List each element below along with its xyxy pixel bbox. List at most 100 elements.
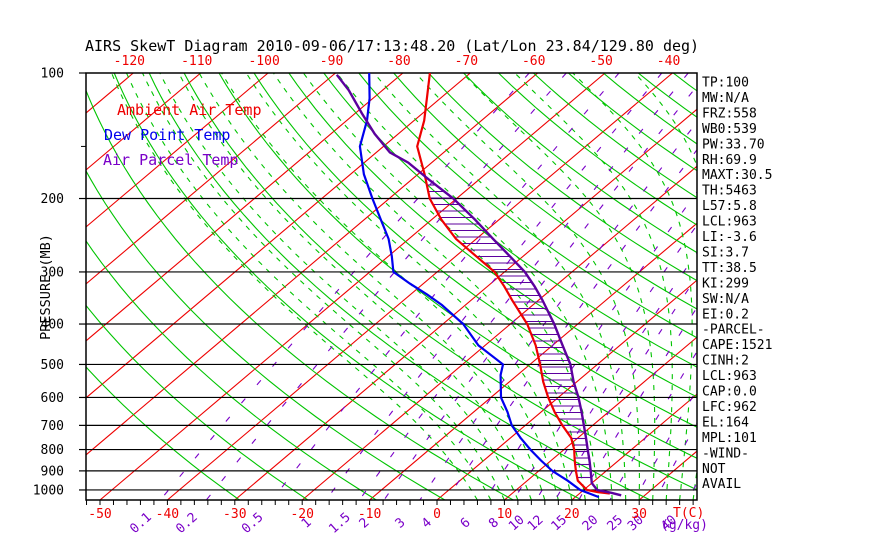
stat-line: MAXT:30.5	[702, 168, 772, 183]
stats-panel: TP:100MW:N/AFRZ:558WB0:539PW:33.70RH:69.…	[702, 76, 772, 493]
stat-line: SW:N/A	[702, 292, 749, 307]
stat-line: LCL:963	[702, 369, 757, 384]
isotherm-line	[167, 73, 673, 500]
moist-adiabat-line	[302, 73, 600, 500]
top-temp-label: -100	[248, 54, 279, 69]
isotherm-line	[504, 336, 697, 500]
moist-adiabat-line	[415, 73, 640, 500]
plot-title: AIRS SkewT Diagram 2010-09-06/17:13:48.2…	[85, 37, 699, 55]
bottom-temp-label: -30	[223, 507, 246, 522]
air-parcel-temp-curve	[335, 74, 622, 497]
isotherm-line	[571, 393, 697, 500]
dew-point-temp-curve	[358, 73, 600, 499]
pressure-tick-label: 600	[41, 391, 64, 406]
top-temp-label: -70	[455, 54, 478, 69]
x-axis-unit-label: T(C)	[673, 506, 704, 521]
stat-line: CAP:0.0	[702, 385, 757, 400]
stat-line: SI:3.7	[702, 245, 749, 260]
top-temp-label: -120	[114, 54, 145, 69]
dry-adiabat-line	[183, 73, 697, 491]
top-temp-label: -40	[657, 54, 680, 69]
dry-adiabat-line	[253, 73, 697, 428]
dry-adiabat-line	[148, 73, 651, 500]
stat-line: LI:-3.6	[702, 230, 757, 245]
legend-ambient-air-temp: Ambient Air Temp	[117, 101, 262, 119]
moist-adiabat-line	[221, 73, 559, 500]
bottom-temp-label: 0	[433, 507, 441, 522]
isotherm-line	[86, 73, 404, 342]
moist-adiabat-line	[198, 73, 546, 500]
isotherm-line	[86, 73, 269, 228]
stat-line: WB0:539	[702, 122, 757, 137]
top-temp-label: -110	[181, 54, 212, 69]
stat-line: NOT	[702, 462, 726, 477]
mixing-ratio-label: 3	[393, 515, 409, 531]
moist-adiabat-line	[125, 73, 492, 500]
dry-adiabat-line	[533, 73, 697, 199]
isotherms	[86, 73, 697, 500]
mixing-ratio-line	[445, 148, 697, 500]
dry-adiabat-line	[86, 89, 514, 500]
frame-rect	[85, 72, 698, 501]
isotherm-line	[301, 165, 697, 500]
mixing-ratio-lines	[159, 73, 697, 500]
moist-adiabat-line	[336, 73, 613, 500]
mixing-ratio-label: 0.1	[127, 510, 154, 537]
moist-adiabat-line	[245, 73, 573, 500]
mixing-ratio-line	[358, 73, 689, 500]
top-temp-label: -50	[589, 54, 612, 69]
mixing-ratio-unit-label: (g/kg)	[661, 518, 708, 533]
dry-adiabat-line	[358, 73, 697, 339]
stat-line: AVAIL	[702, 477, 741, 492]
pressure-tick-labels: 100 200 300 400 500 600 700 800 900 1000	[33, 67, 86, 498]
stat-line: L57:5.8	[702, 199, 757, 214]
isotherm-line	[436, 279, 697, 500]
bottom-temp-label: 30	[631, 507, 647, 522]
stat-line: -WIND-	[702, 446, 749, 461]
moist-adiabat-line	[111, 73, 478, 500]
pressure-tick-label: 400	[41, 318, 64, 333]
isobars	[86, 197, 697, 491]
moist-adiabat-line	[178, 73, 532, 500]
moist-adiabat-line	[159, 73, 519, 500]
bottom-temp-label: 10	[497, 507, 513, 522]
plot-frame	[85, 72, 698, 501]
bottom-temp-label: -50	[88, 507, 111, 522]
isotherm-line	[86, 73, 202, 171]
moist-adiabat-line	[373, 73, 627, 500]
sounding-curves	[335, 73, 622, 499]
mixing-ratio-line	[513, 224, 697, 500]
moist-adiabat-line	[272, 73, 586, 500]
stat-line: CAPE:1521	[702, 338, 772, 353]
pressure-tick-label: 1000	[33, 483, 64, 498]
dry-adiabat-line	[498, 73, 697, 226]
bottom-temp-label: -10	[358, 507, 381, 522]
legend-air-parcel-temp: Air Parcel Temp	[103, 151, 238, 169]
ambient-air-temp-curve	[416, 73, 610, 495]
dry-adiabat-line	[568, 73, 697, 172]
dry-adiabat-line	[86, 304, 309, 500]
pressure-tick-label: 700	[41, 419, 64, 434]
isotherm-line	[369, 222, 697, 500]
bottom-temp-label: -40	[156, 507, 179, 522]
stat-line: LFC:962	[702, 400, 757, 415]
isotherm-line	[99, 73, 606, 500]
stat-line: CINH:2	[702, 354, 749, 369]
y-axis-title: PRESSURE (MB)	[38, 234, 54, 340]
legend-dew-point-temp: Dew Point Temp	[104, 126, 230, 144]
temp-labels: -120 -110 -100 -90 -80 -70 -60 -50 -40-50 -40 -30-…	[88, 54, 680, 522]
stat-line: -PARCEL-	[702, 323, 765, 338]
pressure-tick-label: 900	[41, 464, 64, 479]
moist-adiabats	[111, 73, 697, 500]
stat-line: FRZ:558	[702, 106, 757, 121]
dry-adiabat-line	[86, 169, 446, 500]
dry-adiabat-line	[288, 73, 697, 398]
mixing-ratio-label: 20	[580, 513, 602, 535]
pressure-tick-label: 200	[41, 192, 64, 207]
dry-adiabats	[86, 73, 697, 500]
dry-adiabat-line	[113, 73, 582, 500]
moist-adiabat-line	[514, 73, 673, 500]
